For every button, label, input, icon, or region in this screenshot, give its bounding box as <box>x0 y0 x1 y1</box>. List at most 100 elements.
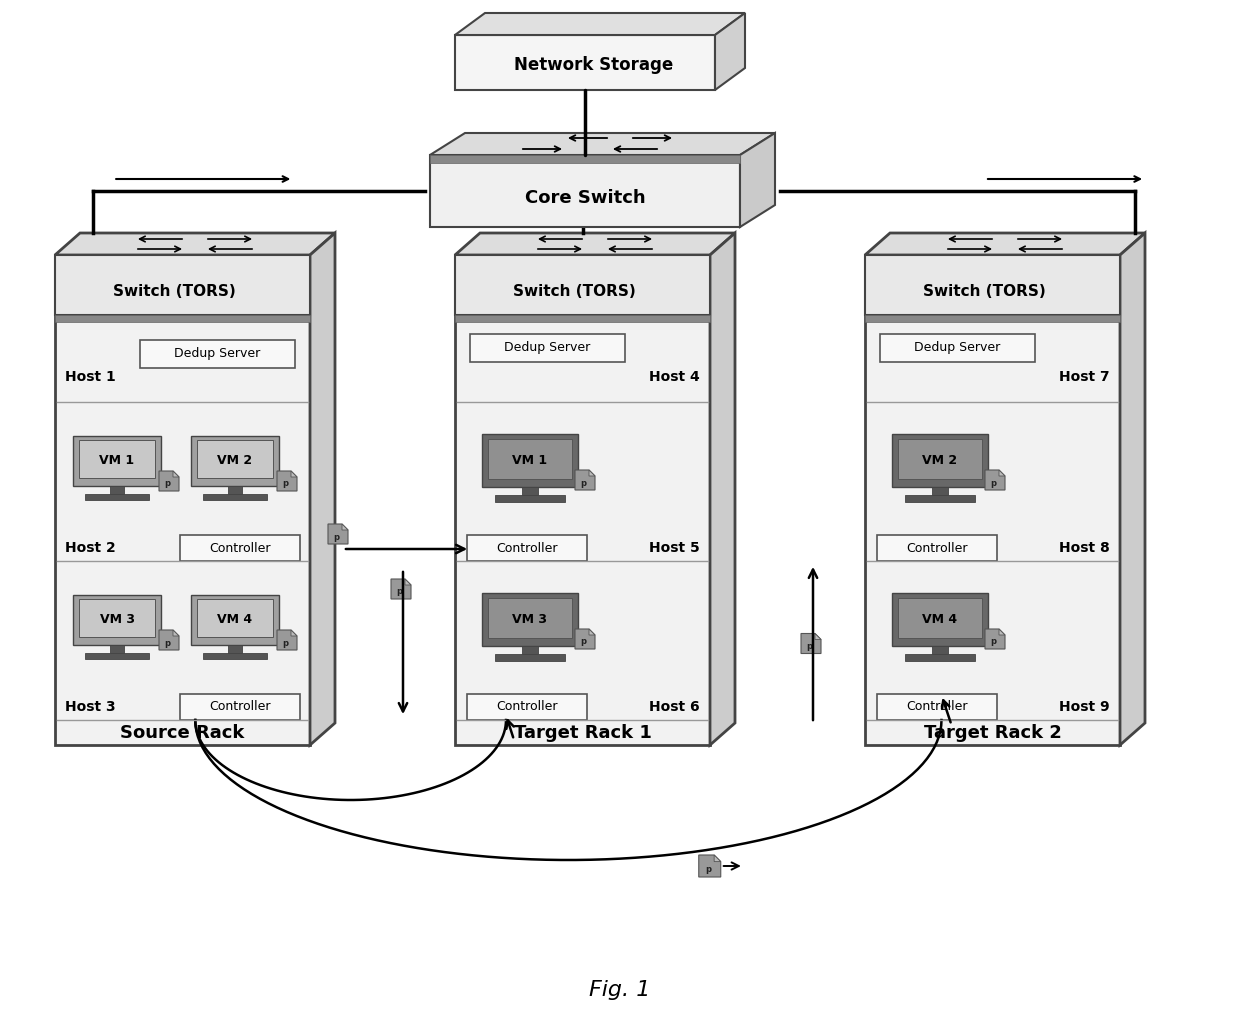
Bar <box>197 599 273 637</box>
Polygon shape <box>699 855 720 877</box>
Polygon shape <box>575 470 595 490</box>
Polygon shape <box>999 470 1004 476</box>
Text: Core Switch: Core Switch <box>525 190 645 207</box>
Text: Target Rack 1: Target Rack 1 <box>513 725 651 742</box>
Polygon shape <box>342 524 348 530</box>
Bar <box>932 487 947 495</box>
Text: Source Rack: Source Rack <box>120 725 244 742</box>
Bar <box>73 595 161 645</box>
Bar <box>880 334 1035 362</box>
Bar <box>203 493 267 500</box>
Text: Target Rack 2: Target Rack 2 <box>924 725 1061 742</box>
Text: Host 2: Host 2 <box>64 541 115 555</box>
Bar <box>140 340 295 368</box>
Text: p: p <box>806 642 812 651</box>
Polygon shape <box>589 470 595 476</box>
Polygon shape <box>291 471 298 477</box>
Text: p: p <box>706 865 711 874</box>
Bar <box>86 652 149 659</box>
Bar <box>467 535 587 561</box>
Bar <box>905 654 975 661</box>
Polygon shape <box>801 634 821 653</box>
Text: Controller: Controller <box>210 541 270 554</box>
Text: Switch (TORS): Switch (TORS) <box>924 283 1047 299</box>
Polygon shape <box>159 471 179 491</box>
Text: p: p <box>165 480 170 488</box>
Text: Host 7: Host 7 <box>1059 370 1110 384</box>
Polygon shape <box>277 630 298 650</box>
Text: VM 1: VM 1 <box>512 454 548 467</box>
Polygon shape <box>291 630 298 636</box>
Text: p: p <box>334 533 340 541</box>
Bar <box>197 440 273 478</box>
Polygon shape <box>174 471 179 477</box>
Polygon shape <box>277 471 298 491</box>
Polygon shape <box>866 255 1120 745</box>
Polygon shape <box>999 629 1004 635</box>
Text: Host 3: Host 3 <box>64 700 115 714</box>
Text: Network Storage: Network Storage <box>515 56 673 74</box>
Text: Fig. 1: Fig. 1 <box>589 980 651 1000</box>
Bar <box>489 598 572 638</box>
Bar <box>892 434 988 487</box>
Polygon shape <box>815 634 821 640</box>
Bar <box>898 439 982 479</box>
Bar <box>430 155 740 163</box>
Text: VM 2: VM 2 <box>923 454 957 467</box>
Polygon shape <box>55 233 335 255</box>
Bar <box>73 436 161 486</box>
Polygon shape <box>391 579 410 599</box>
Bar <box>55 255 310 315</box>
Bar <box>495 495 565 502</box>
Text: Dedup Server: Dedup Server <box>505 341 590 355</box>
Text: Controller: Controller <box>906 541 967 554</box>
Bar <box>455 315 711 322</box>
Text: p: p <box>991 479 997 487</box>
Polygon shape <box>310 233 335 745</box>
Text: Controller: Controller <box>210 700 270 713</box>
Polygon shape <box>430 155 740 227</box>
Polygon shape <box>1120 233 1145 745</box>
Polygon shape <box>159 630 179 650</box>
Text: Switch (TORS): Switch (TORS) <box>114 283 237 299</box>
Polygon shape <box>715 13 745 90</box>
Polygon shape <box>589 629 595 635</box>
Text: VM 4: VM 4 <box>923 613 957 626</box>
Polygon shape <box>714 855 720 862</box>
Text: Host 1: Host 1 <box>64 370 115 384</box>
Bar <box>877 694 997 720</box>
Bar <box>180 535 300 561</box>
Polygon shape <box>405 579 410 585</box>
Bar <box>522 487 538 495</box>
Text: p: p <box>397 588 403 596</box>
Polygon shape <box>985 470 1004 490</box>
Text: Dedup Server: Dedup Server <box>914 341 1001 355</box>
Text: p: p <box>580 638 587 646</box>
Polygon shape <box>329 524 348 544</box>
Bar <box>481 434 578 487</box>
Bar <box>55 315 310 322</box>
Text: p: p <box>991 638 997 646</box>
Polygon shape <box>711 233 735 745</box>
Text: Switch (TORS): Switch (TORS) <box>513 283 636 299</box>
Polygon shape <box>985 629 1004 649</box>
Bar <box>180 694 300 720</box>
Text: p: p <box>165 639 170 647</box>
Text: VM 3: VM 3 <box>512 613 548 626</box>
Bar <box>203 652 267 659</box>
Bar <box>467 694 587 720</box>
Bar <box>228 645 242 652</box>
Text: p: p <box>283 639 289 647</box>
Polygon shape <box>174 630 179 636</box>
Text: Host 5: Host 5 <box>650 541 701 555</box>
Bar <box>932 646 947 654</box>
Text: p: p <box>283 480 289 488</box>
Text: Controller: Controller <box>496 541 558 554</box>
Bar <box>495 654 565 661</box>
Text: Host 8: Host 8 <box>1059 541 1110 555</box>
Polygon shape <box>575 629 595 649</box>
Bar <box>877 535 997 561</box>
Text: VM 4: VM 4 <box>217 613 253 627</box>
Polygon shape <box>430 133 775 155</box>
Bar <box>79 599 155 637</box>
